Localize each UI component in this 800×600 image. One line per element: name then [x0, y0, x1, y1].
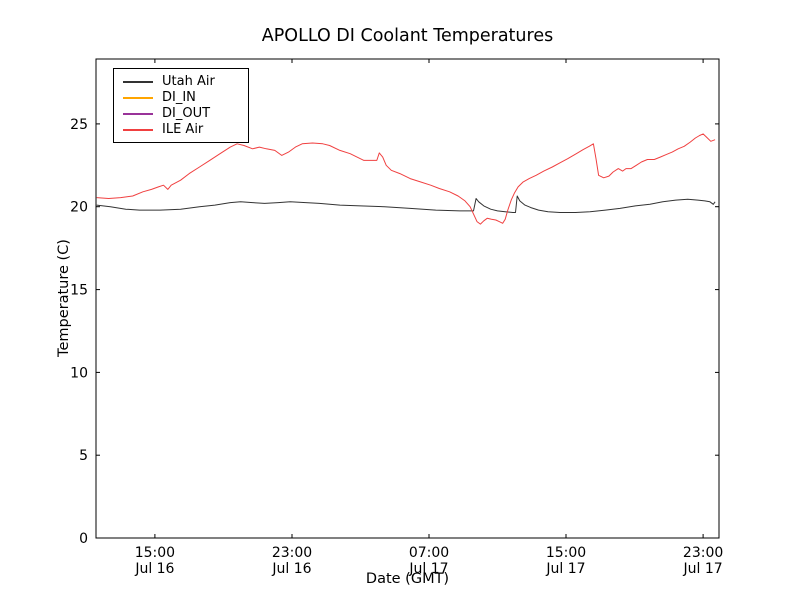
legend-label: Utah Air: [162, 74, 215, 89]
legend-item: Utah Air: [114, 74, 248, 90]
legend-label: DI_IN: [162, 90, 196, 105]
x-tick-time-label: 07:00: [409, 545, 449, 561]
y-tick-label: 15: [70, 283, 88, 299]
legend-item: DI_IN: [114, 90, 248, 106]
y-tick-label: 25: [70, 117, 88, 133]
plot-frame: [95, 58, 720, 539]
legend-line-sample: [123, 97, 153, 99]
x-tick-time-label: 15:00: [135, 545, 175, 561]
legend-line-sample: [123, 81, 153, 83]
x-axis-label: Date (GMT): [365, 571, 450, 587]
x-tick-date-label: Jul 16: [271, 561, 311, 577]
legend-label: ILE Air: [162, 122, 204, 137]
legend-item: DI_OUT: [114, 106, 248, 122]
series-utah-air: [96, 195, 716, 213]
y-tick-label: 20: [70, 200, 88, 216]
x-tick-time-label: 23:00: [272, 545, 312, 561]
y-tick-label: 0: [79, 531, 88, 547]
legend-item: ILE Air: [114, 122, 248, 138]
x-tick-date-label: Jul 17: [408, 561, 448, 577]
y-tick-label: 5: [79, 448, 88, 464]
legend-label: DI_OUT: [162, 106, 211, 121]
y-axis-label: Temperature (C): [56, 239, 72, 357]
chart-title: APOLLO DI Coolant Temperatures: [261, 26, 554, 46]
legend-box: Utah Air DI_IN DI_OUT ILE Air: [113, 68, 249, 143]
legend-line-sample: [123, 129, 153, 131]
series-ile-air: [96, 133, 716, 225]
x-tick-date-label: Jul 17: [545, 561, 585, 577]
x-tick-date-label: Jul 16: [134, 561, 174, 577]
x-tick-time-label: 23:00: [683, 545, 723, 561]
x-tick-time-label: 15:00: [546, 545, 586, 561]
x-tick-date-label: Jul 17: [683, 561, 723, 577]
legend-line-sample: [123, 113, 153, 115]
y-tick-label: 10: [70, 365, 88, 381]
